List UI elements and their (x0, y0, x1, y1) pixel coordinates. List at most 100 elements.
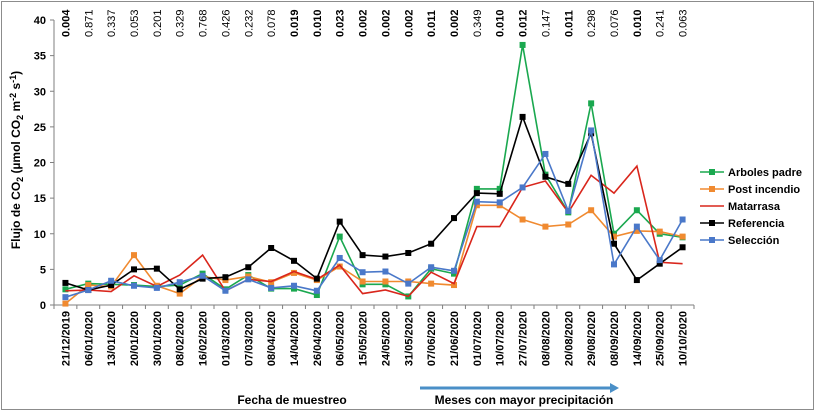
p-value-label: 0.349 (472, 9, 484, 37)
data-point (565, 221, 572, 228)
data-point (565, 207, 572, 214)
data-point (268, 284, 275, 291)
x-tick-label: 16/02/2020 (198, 311, 210, 366)
p-value-label: 0.004 (60, 9, 72, 37)
data-point (245, 276, 252, 283)
data-point (542, 223, 549, 230)
data-point (451, 282, 457, 289)
y-axis-label-part: 2 (15, 115, 25, 120)
x-tick-label: 27/07/2020 (518, 311, 530, 366)
x-tick-label: 20/08/2020 (563, 311, 575, 366)
legend-swatch-marker (709, 186, 715, 192)
data-point (313, 275, 320, 282)
data-point (679, 216, 686, 223)
y-axis-label-part: 2 (15, 177, 25, 182)
data-point (291, 269, 297, 276)
p-value-label: 0.076 (609, 9, 621, 37)
legend-label: Post incendio (728, 184, 800, 196)
y-tick-label: 30 (34, 86, 46, 98)
data-point (633, 223, 640, 230)
p-value-label: 0.063 (678, 9, 690, 37)
p-value-label: 0.871 (83, 9, 95, 37)
data-point (542, 173, 549, 180)
y-tick-label: 10 (34, 229, 46, 241)
precipitation-arrow-head (610, 383, 619, 393)
x-tick-label: 14/09/2020 (632, 311, 644, 366)
y-tick-label: 25 (34, 122, 46, 134)
data-point (62, 300, 69, 307)
p-value-row: 0.004 0.871 0.337 0.053 0.201 0.329 0.768 0.426… (60, 9, 689, 37)
data-point (473, 185, 480, 192)
data-point (451, 215, 457, 222)
data-point (153, 284, 160, 291)
p-value-label: 0.010 (312, 9, 324, 37)
p-value-label: 0.002 (449, 9, 461, 37)
data-point (588, 127, 595, 134)
p-value-label: 0.078 (266, 9, 278, 37)
data-point (291, 257, 297, 264)
data-point (222, 274, 229, 281)
data-point (62, 294, 69, 301)
y-tick-label: 40 (34, 15, 46, 27)
y-axis-label: Flujo de CO2 (µmol CO2 m-2 s-1) (8, 71, 25, 249)
data-point (85, 282, 92, 289)
data-point (245, 264, 252, 271)
y-axis-label-part: (µmol CO (9, 120, 23, 177)
data-point (656, 228, 663, 235)
data-point (633, 227, 640, 234)
y-tick-label: 5 (40, 264, 46, 276)
x-tick-label: 10/07/2020 (495, 311, 507, 366)
data-point (588, 100, 595, 107)
series-line (65, 164, 683, 298)
data-point (108, 277, 115, 284)
legend-label: Selección (728, 235, 780, 247)
data-point (359, 252, 366, 259)
data-point (131, 252, 137, 259)
x-tick-label: 24/05/2020 (380, 311, 392, 366)
data-point (451, 267, 457, 274)
x-tick-label: 26/04/2020 (312, 311, 324, 366)
data-point (519, 216, 526, 223)
data-point (405, 280, 412, 287)
series-line (64, 204, 683, 305)
data-point (542, 150, 549, 157)
data-point (473, 202, 480, 209)
data-point (382, 253, 389, 260)
y-tick-label: 35 (34, 51, 46, 63)
x-axis-label: Fecha de muestreo (237, 393, 346, 407)
p-value-label: 0.201 (152, 9, 164, 37)
x-tick-label: 20/01/2020 (129, 311, 141, 366)
data-point (428, 264, 435, 271)
x-tick-label: 08/08/2020 (540, 311, 552, 366)
p-value-label: 0.012 (518, 9, 530, 37)
legend-label: Referencia (728, 218, 785, 230)
data-point (62, 279, 69, 286)
data-point (519, 184, 526, 191)
data-point (588, 207, 595, 214)
p-value-label: 0.011 (426, 10, 438, 37)
p-value-label: 0.010 (632, 9, 644, 37)
series-layer (62, 41, 686, 307)
data-point (519, 41, 526, 48)
data-point (633, 277, 640, 284)
y-tick-label: 0 (40, 300, 46, 312)
x-tick-label: 21/12/2019 (60, 311, 72, 366)
data-point (428, 280, 435, 287)
data-point (656, 260, 663, 267)
precipitation-annotation: Meses con mayor precipitación (420, 383, 619, 407)
data-point (633, 207, 640, 214)
series-line (65, 44, 683, 298)
y-axis-label-part: -1 (8, 75, 18, 83)
data-point (565, 180, 572, 187)
p-value-label: 0.426 (220, 9, 232, 37)
p-value-label: 0.011 (563, 10, 575, 37)
p-value-label: 0.232 (243, 9, 255, 37)
x-tick-label: 30/01/2020 (152, 311, 164, 366)
data-point (336, 263, 343, 270)
y-axis-label-part: s (9, 83, 23, 93)
y-tick-label: 20 (34, 158, 46, 170)
legend-swatch-marker (709, 237, 715, 243)
data-point (336, 233, 343, 240)
x-tick-label: 08/04/2020 (266, 311, 278, 366)
legend-swatch-marker (709, 220, 715, 226)
